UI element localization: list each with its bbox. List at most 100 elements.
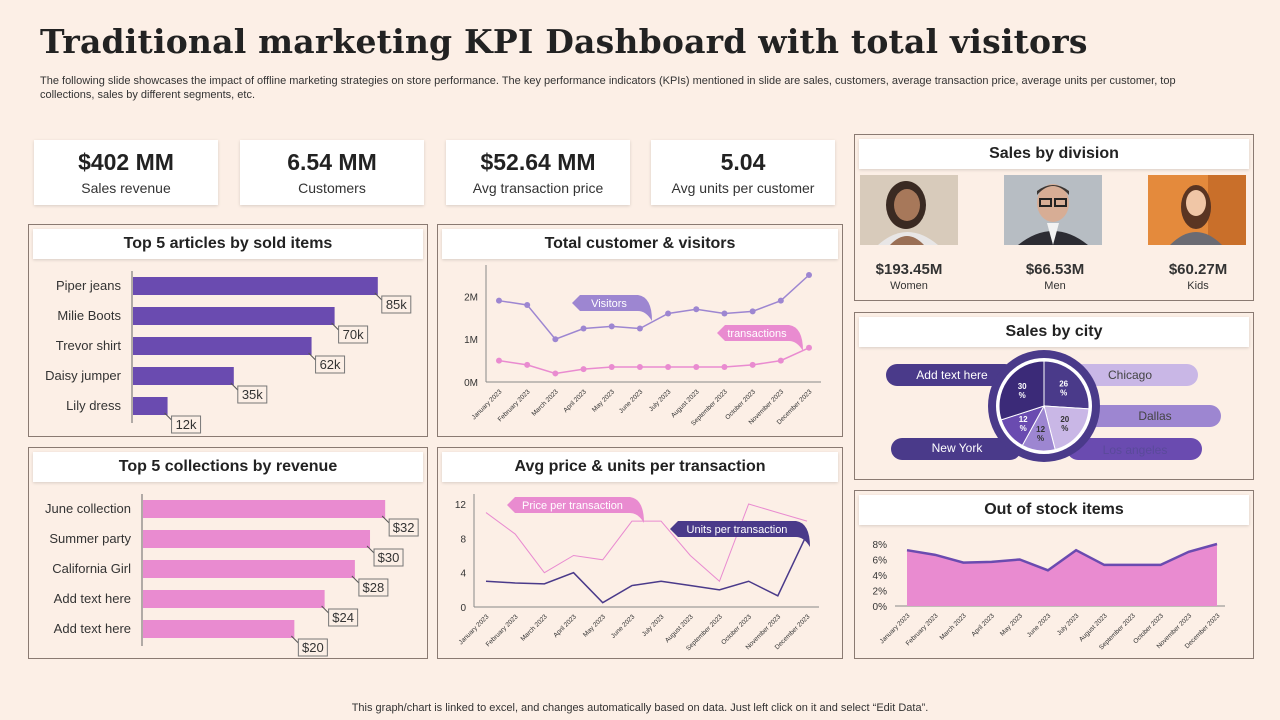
series-line [485, 533, 808, 604]
city-label: New York [932, 441, 984, 455]
bar-category-label: Lily dress [66, 398, 121, 413]
series-label: Units per transaction [687, 524, 788, 536]
series-point [496, 357, 502, 364]
bar [133, 277, 378, 295]
y-tick-label: 2M [464, 292, 478, 303]
panel-visitors: Total customer & visitors 0M 1M 2M January … [437, 224, 843, 437]
kpi-label: Customers [298, 180, 366, 196]
pie-value-label: % [1060, 389, 1067, 398]
footer-note: This graph/chart is linked to excel, and… [351, 702, 929, 714]
division-value-kids: $60.27M [1168, 261, 1228, 278]
y-tick-label: 1M [464, 335, 478, 346]
series-label: transactions [727, 328, 787, 340]
city-pie-chart[interactable]: Add text here Chicago Dallas New York Los an… [855, 313, 1253, 479]
series-label: Price per transaction [522, 500, 623, 512]
bar-category-label: Summer party [49, 531, 131, 546]
x-tick-label: July 2023 [1056, 612, 1081, 637]
bar-label-box [237, 385, 268, 404]
pie-value-label: % [1037, 434, 1044, 443]
page-subtitle: The following slide showcases the impact… [40, 75, 1176, 101]
bar-category-label: Trevor shirt [56, 338, 122, 353]
city-label: Chicago [1108, 368, 1152, 382]
series-point [580, 366, 587, 373]
city-pill-left [886, 364, 1016, 386]
x-tick-label: April 2023 [970, 612, 996, 638]
bar-value-label: 62k [320, 357, 341, 372]
kpi-avg-transaction-price: $52.64 MM Avg transaction price [446, 140, 630, 205]
bar-category-label: Milie Boots [57, 308, 121, 323]
kpi-value: $52.64 MM [480, 149, 596, 175]
area-fill [907, 544, 1217, 606]
x-tick-label: June 2023 [1026, 612, 1053, 639]
x-tick-label: April 2023 [552, 613, 578, 639]
city-label: Dallas [1138, 409, 1171, 423]
bar [143, 530, 371, 548]
series-point [749, 361, 756, 368]
series-point [608, 323, 615, 330]
kpi-sales-revenue: $402 MM Sales revenue [34, 140, 218, 205]
series-point [552, 336, 559, 343]
series-point [665, 310, 672, 317]
men-photo [1004, 175, 1102, 245]
panel-top-articles: Top 5 articles by sold items Piper jeans… [28, 224, 428, 437]
y-tick-label: 0M [464, 378, 478, 389]
series-point [806, 272, 812, 278]
series-point [721, 364, 728, 371]
x-tick-label: March 2023 [531, 388, 560, 417]
bar [133, 367, 234, 385]
pie-value-label: 12 [1036, 425, 1045, 434]
pie-slice [998, 360, 1045, 421]
x-tick-label: March 2023 [520, 613, 549, 642]
series-label: Visitors [591, 298, 627, 310]
series-point [524, 301, 531, 308]
bar [143, 500, 386, 518]
series-point [777, 297, 784, 304]
bar-value-label: $32 [393, 520, 415, 535]
division-label-women: Women [890, 280, 928, 292]
panel-sales-division: Sales by division $193.45M Women $66.53M… [854, 134, 1254, 301]
bar-value-label: $28 [363, 580, 385, 595]
series-point [636, 325, 643, 332]
pie-value-label: 26 [1059, 380, 1068, 389]
y-tick-label: 4 [460, 569, 466, 580]
collections-bar-chart[interactable]: June collection $32 Summer party $30 Califor… [29, 448, 427, 658]
x-tick-label: June 2023 [618, 388, 645, 415]
series-point [665, 364, 672, 371]
panel-title: Avg price & units per transaction [442, 452, 838, 482]
bar-label-box [358, 578, 389, 597]
series-point [721, 310, 728, 317]
pie-value-label: 20 [1060, 415, 1069, 424]
y-tick-label: 0 [460, 603, 466, 614]
x-tick-label: August 2023 [1078, 612, 1109, 643]
y-tick-label: 8 [460, 534, 466, 545]
bar-label-box [171, 415, 202, 434]
articles-bar-chart[interactable]: Piper jeans 85k Milie Boots 70k Trevor shirt… [29, 225, 427, 436]
bar-label-box [373, 548, 404, 567]
kpi-value: 6.54 MM [287, 149, 377, 175]
series-point [777, 357, 784, 364]
panel-title: Top 5 articles by sold items [33, 229, 423, 259]
bar-value-label: $20 [302, 640, 324, 655]
kids-photo [1148, 175, 1246, 245]
women-photo [860, 175, 958, 245]
series-callout [670, 521, 810, 547]
x-tick-label: May 2023 [582, 613, 607, 638]
series-line [498, 274, 810, 341]
panel-title: Sales by division [859, 139, 1249, 169]
x-tick-label: May 2023 [999, 612, 1024, 637]
kpi-label: Avg units per customer [671, 180, 815, 196]
bar-category-label: Add text here [54, 591, 131, 606]
kpi-label: Avg transaction price [472, 180, 604, 196]
pie-value-label: % [1020, 424, 1027, 433]
bar-label-box [338, 325, 369, 344]
city-pill-right [1067, 364, 1198, 386]
kpi-value: 5.04 [720, 149, 766, 175]
kpi-avg-units: 5.04 Avg units per customer [651, 140, 835, 205]
bar-label-box [381, 295, 412, 314]
series-point [806, 344, 812, 351]
bar-label-box [388, 518, 419, 537]
panel-title: Top 5 collections by revenue [33, 452, 423, 482]
